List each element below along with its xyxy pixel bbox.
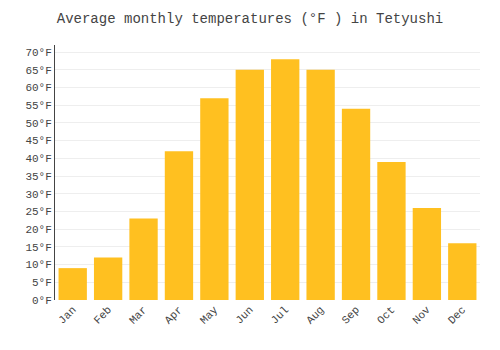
svg-text:40°F: 40°F (25, 153, 51, 165)
svg-text:May: May (198, 304, 221, 327)
svg-text:20°F: 20°F (25, 224, 51, 236)
svg-text:Jun: Jun (233, 304, 255, 326)
svg-text:55°F: 55°F (25, 100, 51, 112)
svg-text:5°F: 5°F (32, 277, 52, 289)
svg-text:Dec: Dec (446, 304, 468, 326)
svg-text:Sep: Sep (340, 304, 362, 326)
svg-text:15°F: 15°F (25, 242, 51, 254)
svg-text:45°F: 45°F (25, 135, 51, 147)
svg-text:Oct: Oct (375, 304, 397, 326)
svg-text:Aug: Aug (304, 304, 326, 326)
svg-text:35°F: 35°F (25, 171, 51, 183)
svg-text:Jan: Jan (56, 304, 78, 326)
svg-text:10°F: 10°F (25, 259, 51, 271)
svg-text:Jul: Jul (269, 304, 291, 326)
svg-text:Average monthly temperatures (: Average monthly temperatures (°F ) in Te… (57, 11, 443, 27)
svg-text:Mar: Mar (127, 304, 149, 326)
svg-text:Apr: Apr (162, 304, 184, 326)
svg-text:50°F: 50°F (25, 118, 51, 130)
svg-text:30°F: 30°F (25, 189, 51, 201)
svg-text:Nov: Nov (410, 304, 433, 327)
svg-text:Feb: Feb (92, 304, 114, 326)
svg-text:60°F: 60°F (25, 82, 51, 94)
svg-text:0°F: 0°F (32, 295, 52, 307)
svg-text:70°F: 70°F (25, 47, 51, 59)
svg-text:25°F: 25°F (25, 206, 51, 218)
svg-text:65°F: 65°F (25, 65, 51, 77)
